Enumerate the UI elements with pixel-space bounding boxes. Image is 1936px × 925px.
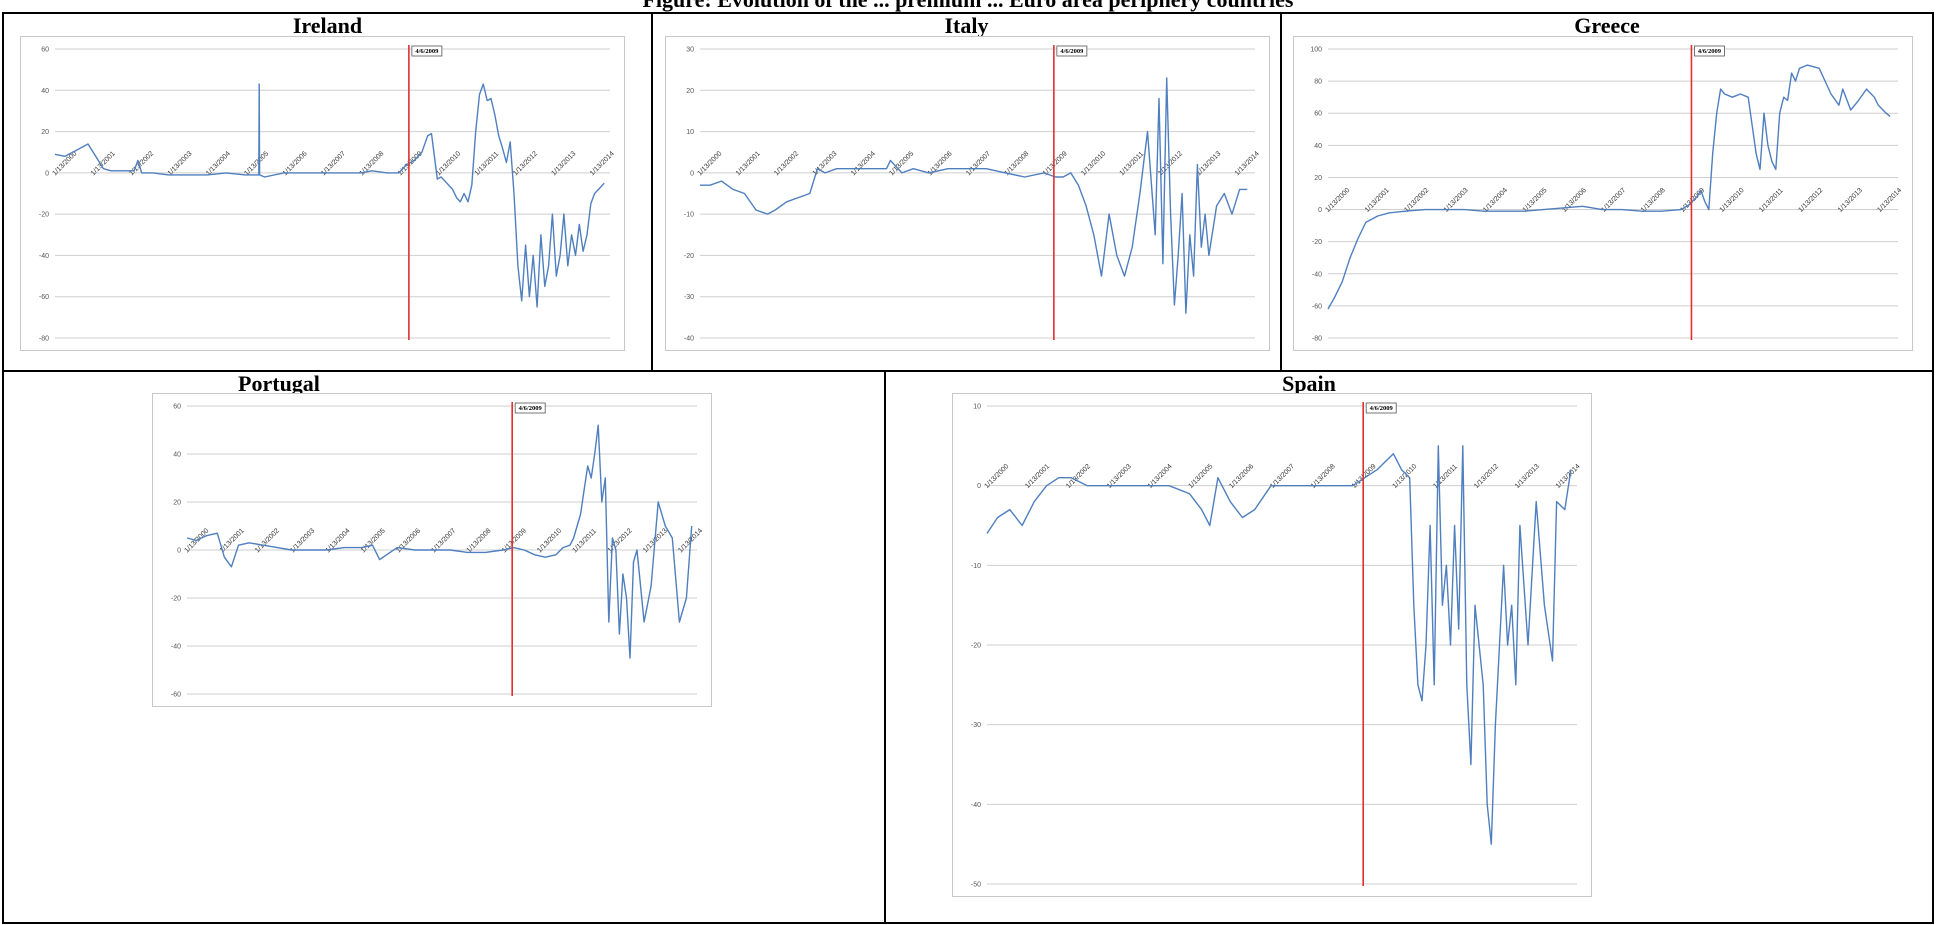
y-tick-label: -60	[1312, 303, 1322, 310]
y-tick-label: -80	[39, 336, 49, 343]
event-marker-box	[1056, 45, 1088, 57]
chart-ireland: -80 -60 -40 -20 0 20 40 60 1/13/2000 1/13/2001 1/1…	[20, 36, 625, 351]
y-tick-label: -30	[684, 294, 694, 301]
event-marker-label: 4/6/2009	[415, 48, 439, 55]
y-tick-label: -30	[971, 722, 981, 729]
table-left-border	[2, 12, 4, 924]
y-tick-label: -40	[171, 644, 181, 651]
y-tick-label: -40	[39, 253, 49, 260]
y-tick-label: 40	[1314, 143, 1322, 150]
y-tick-label: 40	[173, 452, 181, 459]
y-tick-label: 60	[173, 404, 181, 411]
y-tick-label: -60	[39, 294, 49, 301]
chart-italy: -40 -30 -20 -10 0 10 20 30 1/13/2000 1/13/2001 1/1…	[665, 36, 1270, 351]
series-line	[186, 424, 693, 659]
y-tick-label: 0	[177, 548, 181, 555]
y-tick-label: 20	[686, 88, 694, 95]
series-line	[986, 445, 1572, 845]
y-tick-label: 0	[977, 483, 981, 490]
y-tick-label: 20	[1314, 175, 1322, 182]
event-marker-box	[514, 402, 546, 414]
chart-spain: -50 -40 -30 -20 -10 0 10 1/13/2000 1/13/2001 1/13…	[952, 393, 1592, 897]
y-tick-label: 20	[41, 129, 49, 136]
y-tick-label: -20	[1312, 239, 1322, 246]
table-bottom-border	[2, 922, 1934, 924]
y-tick-label: 0	[45, 170, 49, 177]
chart-title-ireland: Ireland	[292, 13, 363, 38]
event-marker-box	[1694, 45, 1725, 57]
series-line	[700, 77, 1248, 314]
cutoff-heading: Figure: Evolution of the ... premium ...…	[0, 0, 1936, 12]
y-tick-label: -60	[171, 692, 181, 699]
event-marker-label: 4/6/2009	[1060, 48, 1084, 55]
y-tick-label: 0	[1318, 207, 1322, 214]
y-tick-label: -20	[971, 643, 981, 650]
y-tick-label: 10	[973, 404, 981, 411]
y-tick-label: -50	[971, 882, 981, 889]
y-tick-label: 60	[41, 47, 49, 54]
y-tick-label: 0	[690, 170, 694, 177]
cutoff-heading-text: Figure: Evolution of the ... premium ...…	[0, 0, 1936, 12]
table-middle-border	[2, 370, 1934, 372]
event-marker-label: 4/6/2009	[1370, 405, 1394, 412]
y-tick-label: -20	[39, 212, 49, 219]
y-tick-label: 20	[173, 500, 181, 507]
y-tick-label: -40	[971, 802, 981, 809]
y-tick-label: 30	[686, 47, 694, 54]
y-tick-label: -80	[1312, 336, 1322, 343]
y-tick-label: 80	[1314, 79, 1322, 86]
event-marker-box	[411, 45, 443, 57]
y-tick-label: -20	[171, 596, 181, 603]
event-marker-label: 4/6/2009	[519, 405, 543, 412]
chart-title-greece: Greece	[1574, 13, 1640, 38]
chart-title-portugal: Portugal	[238, 371, 320, 396]
table-right-border	[1932, 12, 1934, 924]
series-line	[1327, 64, 1891, 310]
y-tick-label: -20	[684, 253, 694, 260]
cell-divider-2	[1280, 12, 1282, 372]
y-tick-label: 100	[1310, 47, 1322, 54]
y-tick-label: 60	[1314, 111, 1322, 118]
y-tick-label: 40	[41, 88, 49, 95]
chart-title-italy: Italy	[944, 13, 989, 38]
series-line	[54, 83, 605, 308]
chart-portugal: -60 -40 -20 0 20 40 60 1/13/2000 1/13/2001 1/13/2…	[152, 393, 712, 707]
chart-greece: -80 -60 -40 -20 0 20 40 60 80 100 1/13/2000 1/13/20…	[1293, 36, 1913, 351]
cell-divider-1	[651, 12, 653, 372]
table-top-border	[2, 12, 1934, 14]
y-tick-label: -40	[1312, 271, 1322, 278]
y-tick-label: 10	[686, 129, 694, 136]
y-tick-label: -10	[971, 563, 981, 570]
cell-divider-3	[884, 370, 886, 924]
y-tick-label: -40	[684, 336, 694, 343]
event-marker-label: 4/6/2009	[1698, 48, 1722, 55]
y-tick-label: -10	[684, 212, 694, 219]
chart-title-spain: Spain	[1282, 371, 1336, 396]
event-marker-box	[1365, 402, 1397, 414]
